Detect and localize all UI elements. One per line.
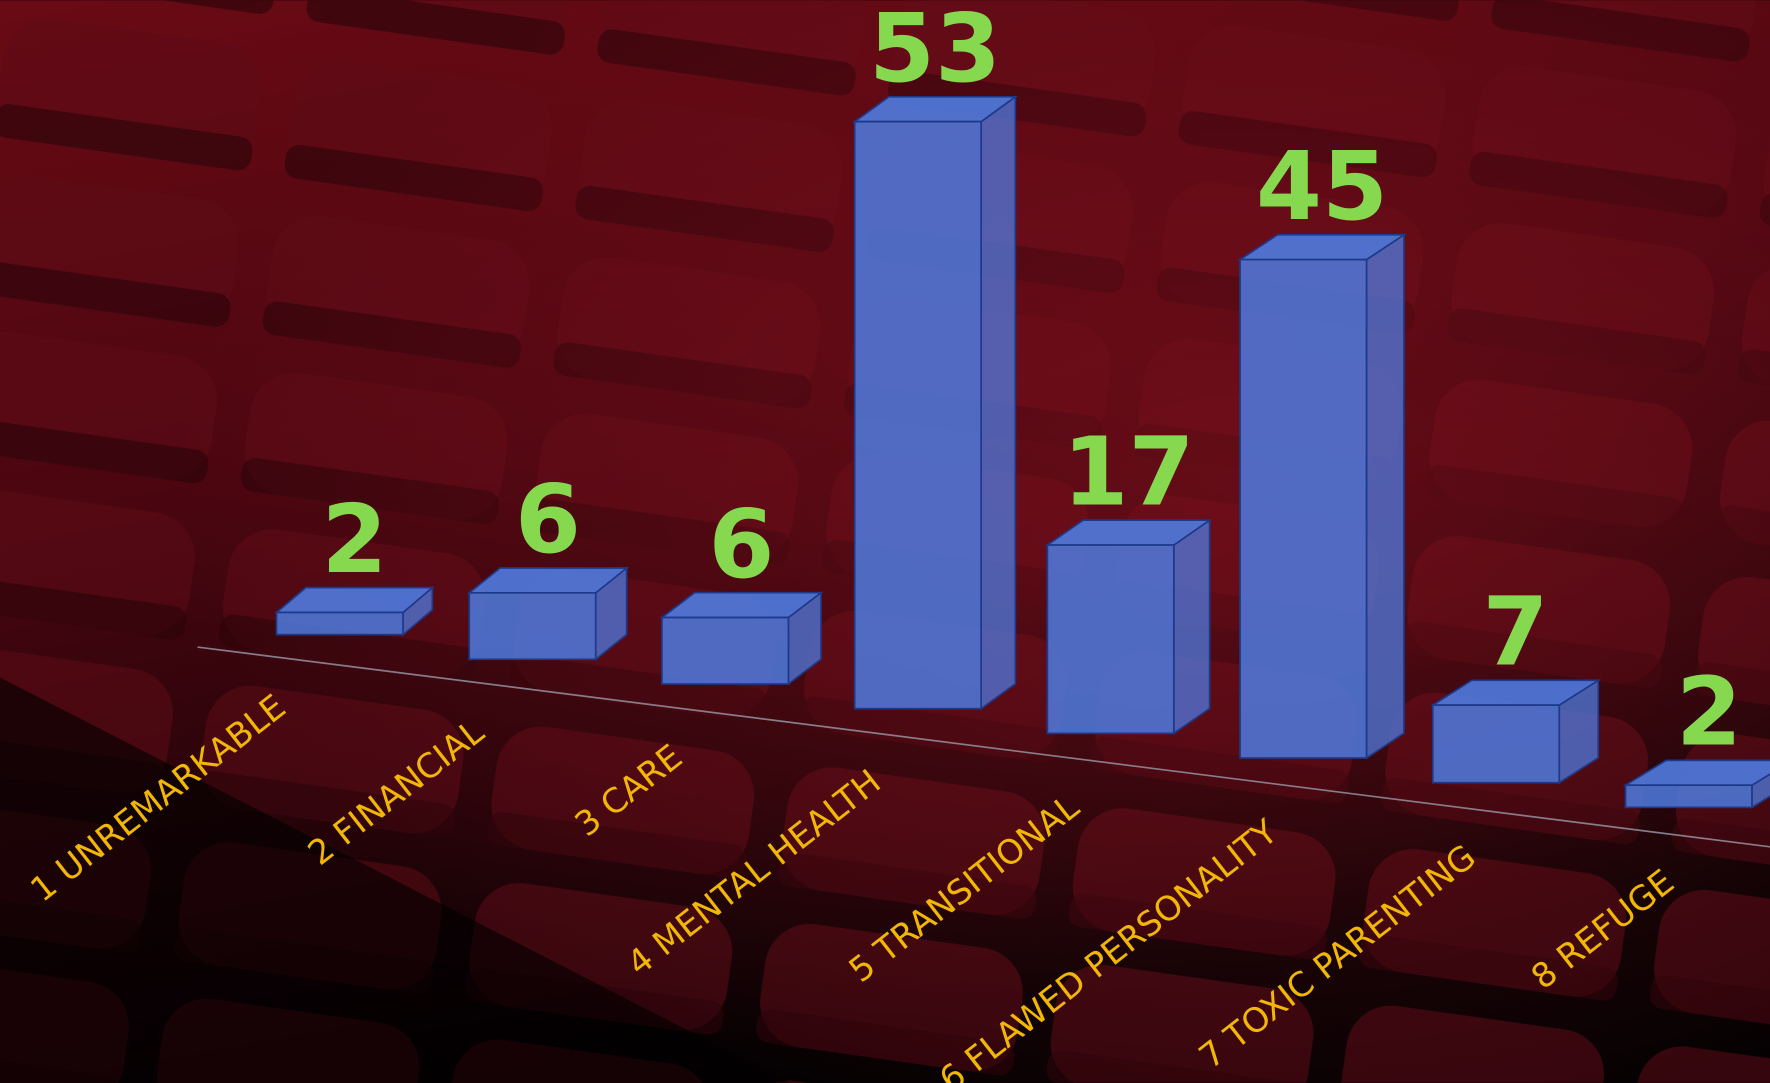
bar — [275, 611, 404, 636]
bar — [1239, 258, 1368, 759]
data-label: 2 — [321, 485, 387, 595]
bar-side — [1365, 233, 1405, 760]
data-label: 53 — [869, 0, 1001, 104]
bar — [468, 592, 597, 661]
baseline — [197, 646, 1770, 848]
shadow — [0, 677, 791, 1083]
data-label: 45 — [1256, 132, 1388, 242]
bar — [1624, 784, 1753, 809]
bar — [1431, 704, 1561, 784]
data-label: 6 — [708, 490, 774, 600]
data-label: 7 — [1483, 578, 1549, 688]
bar-side — [980, 95, 1017, 711]
bar — [853, 120, 982, 710]
bar-side — [1172, 518, 1211, 735]
data-label: 2 — [1676, 658, 1742, 768]
bar — [1046, 544, 1175, 735]
data-label: 17 — [1063, 417, 1195, 527]
bar — [661, 616, 790, 685]
data-label: 6 — [515, 465, 581, 575]
